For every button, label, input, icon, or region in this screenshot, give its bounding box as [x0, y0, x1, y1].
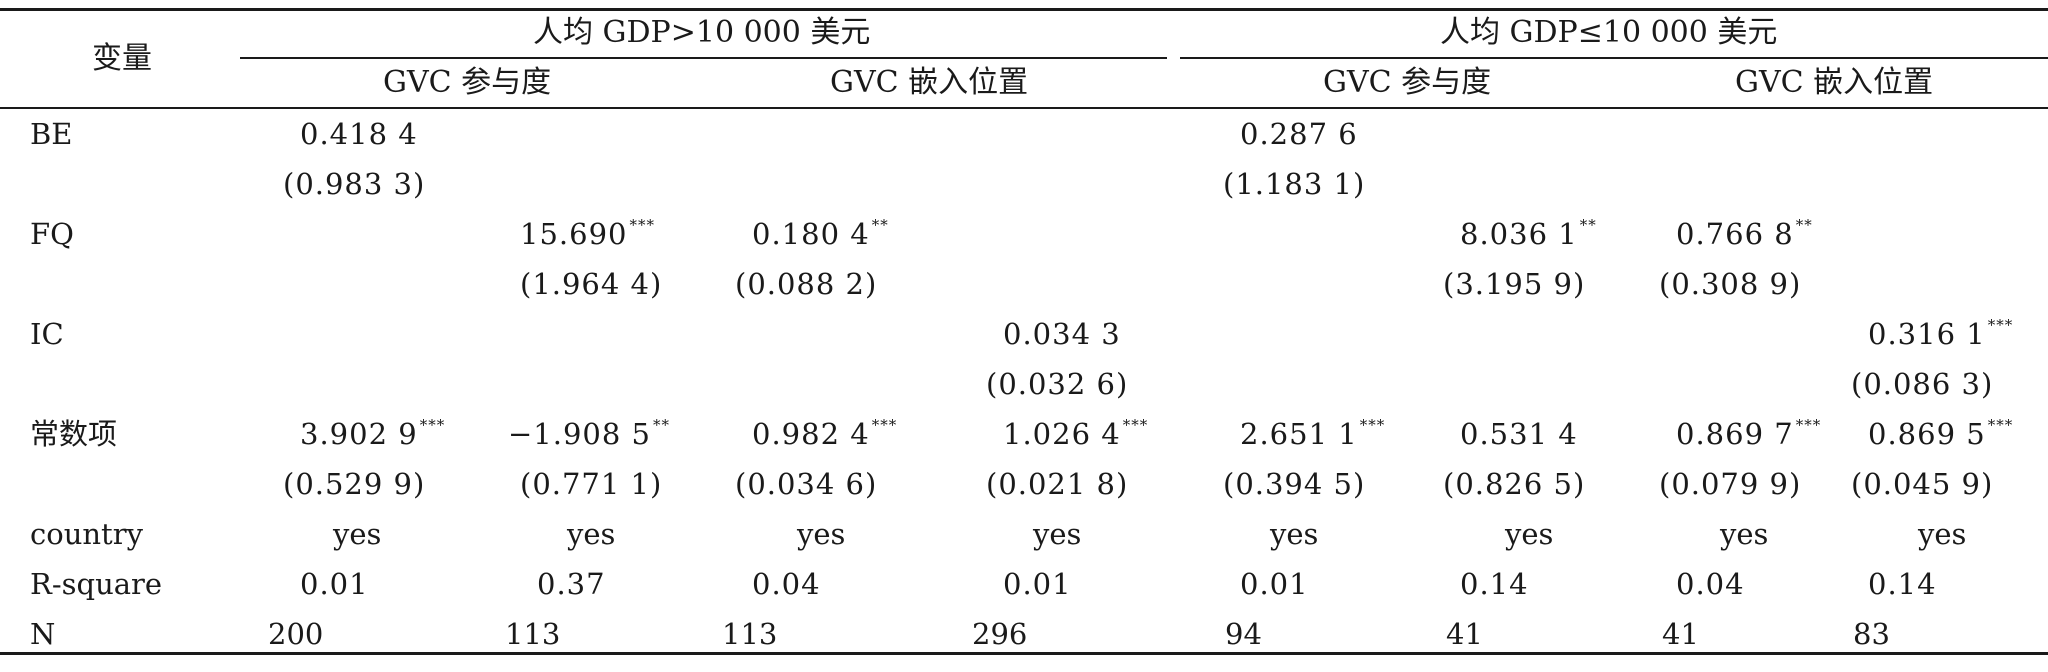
- ic-c4-se: (0.032 6): [986, 367, 1129, 401]
- const-c8-se: (0.045 9): [1851, 467, 1994, 501]
- const-c1-coef: 3.902 9 ***: [300, 416, 446, 451]
- rsquare-c4: 0.01: [1003, 567, 1072, 601]
- n-c1: 200: [268, 617, 324, 651]
- ic-c4-coef: 0.034 3: [1003, 317, 1121, 351]
- row-label-const: 常数项: [30, 417, 118, 451]
- fq-c2-se: (1.964 4): [520, 267, 663, 301]
- row-label-be: BE: [30, 117, 73, 151]
- be-c5-coef: 0.287 6: [1240, 117, 1358, 151]
- fq-c6-se: (3.195 9): [1443, 267, 1586, 301]
- fq-c3-coef: 0.180 4 **: [752, 216, 889, 251]
- group1-underline: [240, 57, 1167, 59]
- row-label-n: N: [30, 617, 56, 651]
- rsquare-c7: 0.04: [1676, 567, 1745, 601]
- row-label-rsquare: R-square: [30, 567, 163, 601]
- n-c2: 113: [505, 617, 561, 651]
- country-c4: yes: [1033, 517, 1082, 551]
- const-c2-coef: −1.908 5 **: [508, 416, 670, 451]
- country-c6: yes: [1505, 517, 1554, 551]
- n-c4: 296: [972, 617, 1028, 651]
- n-c6: 41: [1446, 617, 1483, 651]
- ic-c8-coef: 0.316 1 ***: [1868, 316, 2014, 351]
- fq-c3-se: (0.088 2): [735, 267, 878, 301]
- subheader-position-1: GVC 嵌入位置: [830, 65, 1029, 100]
- const-c7-se: (0.079 9): [1659, 467, 1802, 501]
- group1-header: 人均 GDP>10 000 美元: [533, 15, 871, 50]
- group2-header: 人均 GDP≤10 000 美元: [1440, 15, 1778, 50]
- const-c6-se: (0.826 5): [1443, 467, 1586, 501]
- rsquare-c3: 0.04: [752, 567, 821, 601]
- row-label-ic: IC: [30, 317, 64, 351]
- country-c8: yes: [1918, 517, 1967, 551]
- top-rule: [0, 8, 2048, 11]
- be-c1-se: (0.983 3): [283, 167, 426, 201]
- variable-header: 变量: [92, 41, 152, 76]
- const-c2-se: (0.771 1): [520, 467, 663, 501]
- rsquare-c5: 0.01: [1240, 567, 1309, 601]
- const-c6-coef: 0.531 4: [1460, 417, 1578, 451]
- ic-c8-se: (0.086 3): [1851, 367, 1994, 401]
- subheader-participation-2: GVC 参与度: [1323, 65, 1492, 100]
- const-c4-coef: 1.026 4 ***: [1003, 416, 1149, 451]
- country-c3: yes: [797, 517, 846, 551]
- const-c4-se: (0.021 8): [986, 467, 1129, 501]
- row-label-country: country: [30, 517, 143, 551]
- const-c5-se: (0.394 5): [1223, 467, 1366, 501]
- row-label-fq: FQ: [30, 217, 74, 251]
- be-c5-se: (1.183 1): [1223, 167, 1366, 201]
- n-c8: 83: [1853, 617, 1890, 651]
- header-rule: [0, 107, 2048, 109]
- const-c1-se: (0.529 9): [283, 467, 426, 501]
- fq-c7-coef: 0.766 8 **: [1676, 216, 1813, 251]
- fq-c2-coef: 15.690 ***: [520, 216, 655, 251]
- const-c3-coef: 0.982 4 ***: [752, 416, 898, 451]
- country-c1: yes: [333, 517, 382, 551]
- be-c1-coef: 0.418 4: [300, 117, 418, 151]
- subheader-position-2: GVC 嵌入位置: [1735, 65, 1934, 100]
- n-c5: 94: [1225, 617, 1262, 651]
- country-c5: yes: [1270, 517, 1319, 551]
- rsquare-c2: 0.37: [537, 567, 606, 601]
- n-c3: 113: [722, 617, 778, 651]
- group2-underline: [1180, 57, 2048, 59]
- const-c7-coef: 0.869 7 ***: [1676, 416, 1822, 451]
- rsquare-c1: 0.01: [300, 567, 369, 601]
- subheader-participation-1: GVC 参与度: [383, 65, 552, 100]
- const-c5-coef: 2.651 1 ***: [1240, 416, 1386, 451]
- rsquare-c6: 0.14: [1460, 567, 1529, 601]
- country-c7: yes: [1720, 517, 1769, 551]
- fq-c7-se: (0.308 9): [1659, 267, 1802, 301]
- const-c3-se: (0.034 6): [735, 467, 878, 501]
- bottom-rule: [0, 652, 2048, 655]
- n-c7: 41: [1662, 617, 1699, 651]
- fq-c6-coef: 8.036 1 **: [1460, 216, 1597, 251]
- rsquare-c8: 0.14: [1868, 567, 1937, 601]
- country-c2: yes: [567, 517, 616, 551]
- const-c8-coef: 0.869 5 ***: [1868, 416, 2014, 451]
